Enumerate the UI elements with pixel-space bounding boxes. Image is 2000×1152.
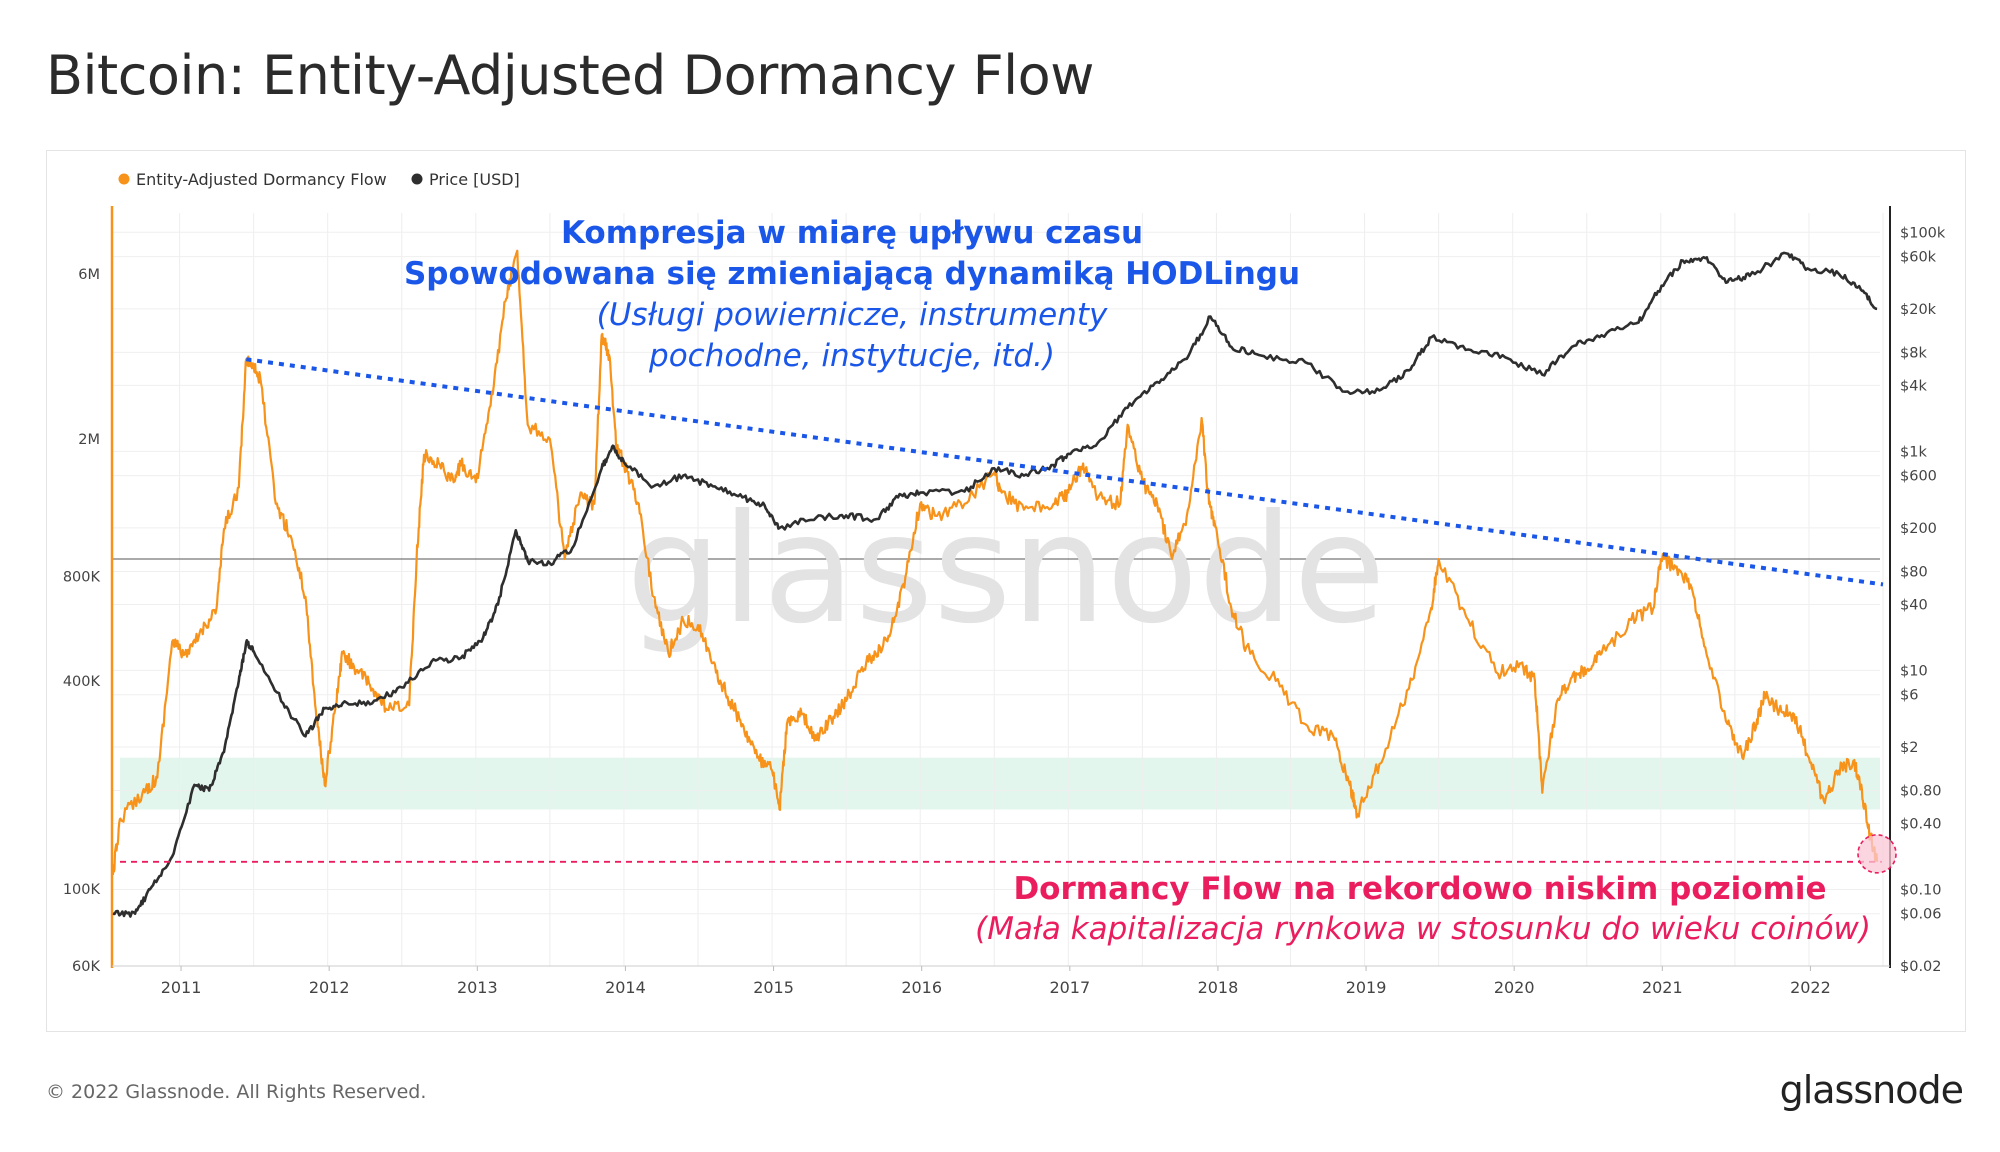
right-tick-label: $0.06 [1900, 907, 1942, 923]
right-tick-label: $40 [1900, 597, 1928, 613]
x-axis-ticks: 2011 2012 2013 2014 2015 2016 2017 2018 2019 2020… [161, 966, 1831, 997]
left-axis-ticks: 60K 100K 400K 800K 2M 6M [63, 267, 101, 975]
left-tick-label: 400K [63, 674, 101, 690]
chart-panel: glassnode 60K 100K 400K 800K 2M 6M $0.02 $0.06… [46, 150, 1966, 1032]
left-tick-label: 2M [78, 432, 100, 448]
x-tick-label: 2019 [1346, 978, 1387, 997]
right-axis-ticks: $0.02 $0.06 $0.10 $0.40 $0.80 $2 $6 $10 $40 $80 $2… [1900, 225, 1946, 975]
right-tick-label: $10 [1900, 663, 1928, 679]
annotation-low-sub: (Mała kapitalizacja rynkowa w stosunku d… [975, 911, 1871, 947]
right-tick-label: $100k [1900, 225, 1946, 241]
x-tick-label: 2016 [901, 978, 942, 997]
footer-logo: glassnode [1779, 1068, 1964, 1112]
dormancy-flow-chart: glassnode 60K 100K 400K 800K 2M 6M $0.02 $0.06… [63, 170, 1946, 997]
legend-marker-price [411, 173, 423, 185]
legend: Entity-Adjusted Dormancy Flow Price [USD… [118, 170, 520, 189]
right-tick-label: $8k [1900, 345, 1927, 361]
annotation-trend-title-1: Kompresja w miarę upływu czasu [561, 215, 1143, 251]
legend-label-price: Price [USD] [429, 170, 520, 189]
right-tick-label: $0.80 [1900, 784, 1942, 800]
x-tick-label: 2018 [1198, 978, 1239, 997]
trend-line [245, 357, 1884, 587]
x-tick-label: 2012 [309, 978, 350, 997]
annotation-trend-sub-1: (Usługi powiernicze, instrumenty [597, 297, 1108, 333]
x-tick-label: 2020 [1494, 978, 1535, 997]
right-tick-label: $0.02 [1900, 959, 1942, 975]
legend-marker-flow [118, 173, 130, 185]
footer-copyright: © 2022 Glassnode. All Rights Reserved. [46, 1081, 427, 1103]
left-tick-label: 100K [63, 882, 101, 898]
right-tick-label: $0.10 [1900, 882, 1942, 898]
x-tick-label: 2017 [1049, 978, 1090, 997]
annotation-low-title: Dormancy Flow na rekordowo niskim poziom… [1013, 871, 1826, 907]
right-tick-label: $4k [1900, 378, 1927, 394]
right-tick-label: $6 [1900, 688, 1918, 704]
right-tick-label: $20k [1900, 302, 1937, 318]
series-line-price [112, 251, 1878, 918]
legend-label-flow: Entity-Adjusted Dormancy Flow [136, 170, 387, 189]
left-tick-label: 6M [78, 267, 100, 283]
right-tick-label: $0.40 [1900, 817, 1942, 833]
left-tick-label: 800K [63, 570, 101, 586]
right-tick-label: $2 [1900, 740, 1918, 756]
x-tick-label: 2011 [161, 978, 202, 997]
x-tick-label: 2022 [1790, 978, 1831, 997]
page-title: Bitcoin: Entity-Adjusted Dormancy Flow [46, 44, 1094, 107]
right-tick-label: $60k [1900, 250, 1937, 266]
right-tick-label: $600 [1900, 469, 1937, 485]
right-tick-label: $200 [1900, 521, 1937, 537]
right-tick-label: $1k [1900, 444, 1927, 460]
watermark: glassnode [626, 483, 1385, 657]
x-tick-label: 2021 [1642, 978, 1683, 997]
series-line-dormancy-flow [111, 249, 1879, 875]
record-low-marker [1857, 834, 1897, 874]
green-band [120, 757, 1880, 810]
annotation-trend-sub-2: pochodne, instytucje, itd.) [648, 338, 1055, 374]
annotation-trend-title-2: Spowodowana się zmieniającą dynamiką HOD… [404, 256, 1300, 292]
right-tick-label: $80 [1900, 564, 1928, 580]
x-tick-label: 2014 [605, 978, 646, 997]
x-tick-label: 2015 [753, 978, 794, 997]
x-tick-label: 2013 [457, 978, 498, 997]
left-tick-label: 60K [72, 959, 100, 975]
